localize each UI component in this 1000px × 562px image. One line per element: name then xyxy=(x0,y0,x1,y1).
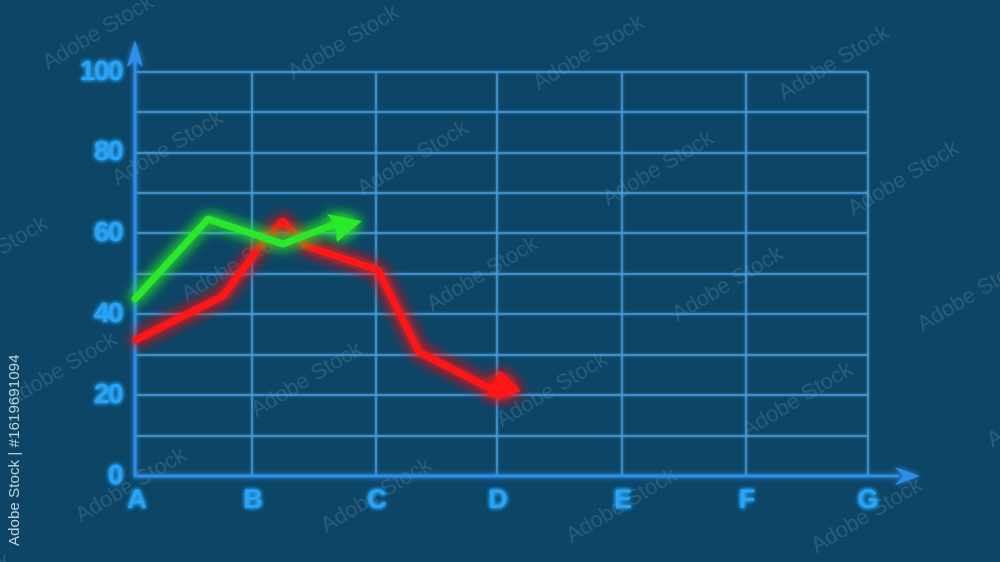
svg-text:E: E xyxy=(614,484,632,514)
svg-text:G: G xyxy=(857,484,878,514)
svg-text:0: 0 xyxy=(108,459,123,490)
svg-text:60: 60 xyxy=(94,216,123,247)
svg-text:40: 40 xyxy=(94,297,123,328)
svg-text:100: 100 xyxy=(80,55,123,86)
svg-text:Adobe Stock | #1619691094: Adobe Stock | #1619691094 xyxy=(6,354,23,546)
svg-text:C: C xyxy=(367,484,387,514)
svg-text:D: D xyxy=(488,484,508,514)
svg-text:80: 80 xyxy=(94,135,123,166)
svg-text:B: B xyxy=(243,484,263,514)
svg-text:20: 20 xyxy=(94,378,123,409)
svg-text:A: A xyxy=(127,484,147,514)
svg-text:F: F xyxy=(739,484,756,514)
